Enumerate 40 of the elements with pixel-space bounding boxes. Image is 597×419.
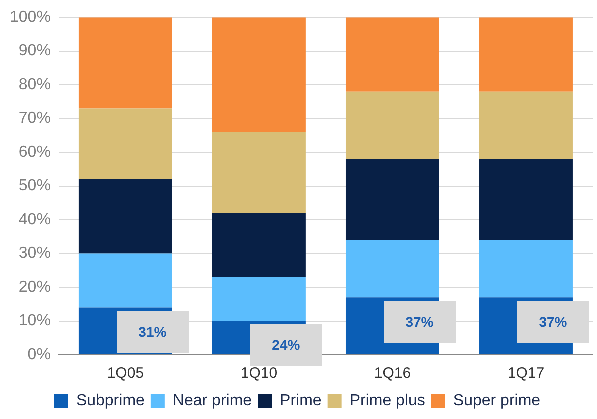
x-tick-label: 1Q16 — [374, 365, 412, 382]
bar — [346, 159, 440, 240]
legend-label: Super prime — [453, 392, 541, 410]
callout-box: 37% — [384, 300, 456, 343]
bar — [212, 132, 306, 214]
y-tick-label: 90% — [18, 42, 51, 60]
bar — [480, 240, 573, 298]
bar — [480, 92, 573, 160]
y-tick-label: 20% — [18, 278, 51, 296]
x-tick-label: 1Q05 — [107, 365, 144, 382]
bar — [346, 18, 440, 92]
y-tick-label: 0% — [28, 346, 51, 364]
callout-box: 24% — [250, 324, 322, 366]
y-tick-label: 10% — [18, 312, 51, 330]
bar — [212, 277, 306, 322]
bar — [78, 108, 172, 180]
y-tick-label: 40% — [18, 211, 51, 228]
bar — [346, 92, 440, 160]
x-tick-label: 1Q17 — [508, 365, 545, 382]
y-tick-label: 50% — [18, 178, 51, 195]
legend-label: Near prime — [172, 392, 252, 410]
bar — [346, 240, 440, 298]
legend-label: Subprime — [76, 392, 146, 410]
bar — [78, 254, 172, 308]
bar — [78, 18, 172, 109]
legend-label: Prime — [280, 392, 322, 410]
bar — [480, 159, 573, 240]
y-tick-label: 30% — [18, 245, 51, 262]
y-tick-label: 70% — [18, 110, 51, 128]
bar — [78, 180, 172, 254]
bar — [212, 213, 306, 278]
callout-box: 31% — [116, 310, 189, 353]
y-tick-label: 60% — [18, 144, 51, 161]
callout-box: 37% — [517, 300, 590, 343]
bar — [212, 18, 306, 132]
y-tick-label: 100% — [10, 9, 51, 26]
legend-label: Prime plus — [350, 392, 426, 410]
bar — [480, 18, 573, 92]
y-tick-label: 80% — [18, 76, 51, 94]
x-tick-label: 1Q10 — [240, 365, 278, 382]
